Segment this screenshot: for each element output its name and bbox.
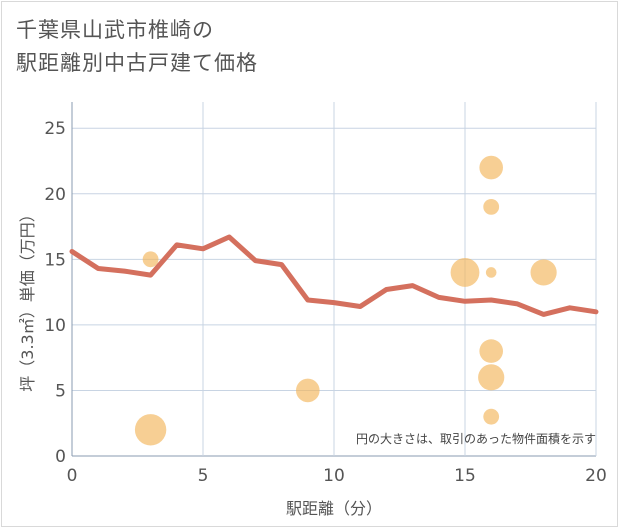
line-layer bbox=[69, 234, 599, 317]
data-bubble bbox=[483, 198, 500, 215]
y-tick-label: 15 bbox=[44, 250, 66, 270]
data-bubble bbox=[485, 267, 497, 278]
data-bubble bbox=[134, 414, 167, 446]
chart-title: 千葉県山武市椎崎の 駅距離別中古戸建て価格 bbox=[16, 14, 258, 80]
data-bubble bbox=[296, 378, 320, 403]
x-tick-label: 20 bbox=[585, 466, 607, 486]
data-bubble bbox=[479, 339, 504, 363]
bubble-layer bbox=[134, 155, 557, 446]
data-bubble bbox=[530, 259, 557, 286]
data-bubble bbox=[450, 258, 480, 287]
y-tick-label: 20 bbox=[44, 185, 66, 205]
y-tick-label: 10 bbox=[44, 316, 66, 336]
x-tick-label: 15 bbox=[454, 466, 476, 486]
y-tick-label: 5 bbox=[55, 381, 66, 401]
tick-labels: 0 5 10 15 20 25 0 5 10 15 20 bbox=[44, 119, 606, 486]
x-tick-label: 0 bbox=[67, 466, 78, 486]
x-tick-label: 10 bbox=[323, 466, 345, 486]
x-tick-label: 5 bbox=[198, 466, 209, 486]
y-tick-label: 25 bbox=[44, 119, 66, 139]
average-price-line bbox=[69, 234, 599, 317]
data-bubble bbox=[478, 364, 505, 391]
y-axis-label: 坪（3.3㎡）単価（万円） bbox=[18, 206, 37, 391]
x-axis-label: 駅距離（分） bbox=[286, 499, 382, 518]
data-bubble bbox=[142, 251, 159, 268]
data-bubble bbox=[479, 155, 504, 180]
title-line-2: 駅距離別中古戸建て価格 bbox=[16, 51, 258, 75]
y-tick-label: 0 bbox=[55, 447, 66, 467]
bubble-size-note: 円の大きさは、取引のあった物件面積を示す bbox=[356, 431, 596, 446]
title-line-1: 千葉県山武市椎崎の bbox=[16, 18, 214, 42]
data-bubble bbox=[483, 408, 500, 425]
grid-lines bbox=[71, 102, 597, 457]
